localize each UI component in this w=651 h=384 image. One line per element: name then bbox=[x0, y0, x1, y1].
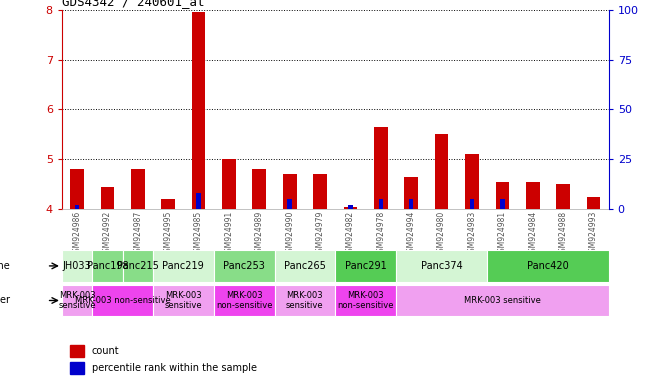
Bar bbox=[344, 207, 357, 209]
Text: count: count bbox=[92, 346, 120, 356]
Text: JH033: JH033 bbox=[62, 261, 91, 271]
Bar bbox=[556, 184, 570, 209]
Text: MRK-003 sensitive: MRK-003 sensitive bbox=[464, 296, 541, 305]
Bar bbox=[100, 187, 115, 209]
Text: Panc198: Panc198 bbox=[87, 261, 128, 271]
Bar bbox=[161, 199, 175, 209]
Bar bbox=[335, 250, 396, 281]
Text: MRK-003 non-sensitive: MRK-003 non-sensitive bbox=[75, 296, 171, 305]
Bar bbox=[374, 127, 388, 209]
Text: Panc374: Panc374 bbox=[421, 261, 462, 271]
Bar bbox=[214, 250, 275, 281]
Bar bbox=[92, 285, 153, 316]
Bar bbox=[62, 285, 92, 316]
Text: GDS4342 / 240601_at: GDS4342 / 240601_at bbox=[62, 0, 204, 8]
Bar bbox=[335, 285, 396, 316]
Bar bbox=[62, 250, 92, 281]
Text: MRK-003
non-sensitive: MRK-003 non-sensitive bbox=[337, 291, 394, 310]
Text: MRK-003
sensitive: MRK-003 sensitive bbox=[58, 291, 96, 310]
Bar bbox=[348, 205, 353, 209]
Bar bbox=[409, 199, 413, 209]
Bar bbox=[313, 174, 327, 209]
Bar bbox=[222, 159, 236, 209]
Bar bbox=[70, 169, 84, 209]
Text: percentile rank within the sample: percentile rank within the sample bbox=[92, 363, 257, 373]
Text: cell line: cell line bbox=[0, 261, 10, 271]
Bar bbox=[122, 250, 153, 281]
Bar bbox=[470, 199, 474, 209]
Bar bbox=[253, 169, 266, 209]
Bar bbox=[275, 285, 335, 316]
Bar bbox=[153, 250, 214, 281]
Text: Panc253: Panc253 bbox=[223, 261, 265, 271]
Text: Panc291: Panc291 bbox=[345, 261, 387, 271]
Bar bbox=[435, 134, 449, 209]
Bar bbox=[526, 182, 540, 209]
Bar bbox=[75, 205, 79, 209]
Bar bbox=[92, 250, 122, 281]
Text: MRK-003
sensitive: MRK-003 sensitive bbox=[165, 291, 202, 310]
Bar bbox=[214, 285, 275, 316]
Bar bbox=[404, 177, 418, 209]
Text: other: other bbox=[0, 295, 10, 306]
Text: Panc265: Panc265 bbox=[284, 261, 326, 271]
Bar bbox=[495, 182, 509, 209]
Bar bbox=[197, 193, 201, 209]
Bar bbox=[191, 12, 205, 209]
Bar bbox=[379, 199, 383, 209]
Text: Panc219: Panc219 bbox=[163, 261, 204, 271]
Bar bbox=[70, 345, 84, 357]
Text: Panc420: Panc420 bbox=[527, 261, 569, 271]
Bar bbox=[288, 199, 292, 209]
Bar bbox=[131, 169, 145, 209]
Text: MRK-003
sensitive: MRK-003 sensitive bbox=[286, 291, 324, 310]
Bar bbox=[500, 199, 505, 209]
Bar bbox=[396, 285, 609, 316]
Bar bbox=[275, 250, 335, 281]
Text: Panc215: Panc215 bbox=[117, 261, 159, 271]
Bar bbox=[487, 250, 609, 281]
Bar bbox=[396, 250, 487, 281]
Bar bbox=[587, 197, 600, 209]
Bar bbox=[283, 174, 297, 209]
Bar bbox=[70, 362, 84, 374]
Bar bbox=[153, 285, 214, 316]
Text: MRK-003
non-sensitive: MRK-003 non-sensitive bbox=[216, 291, 272, 310]
Bar bbox=[465, 154, 478, 209]
